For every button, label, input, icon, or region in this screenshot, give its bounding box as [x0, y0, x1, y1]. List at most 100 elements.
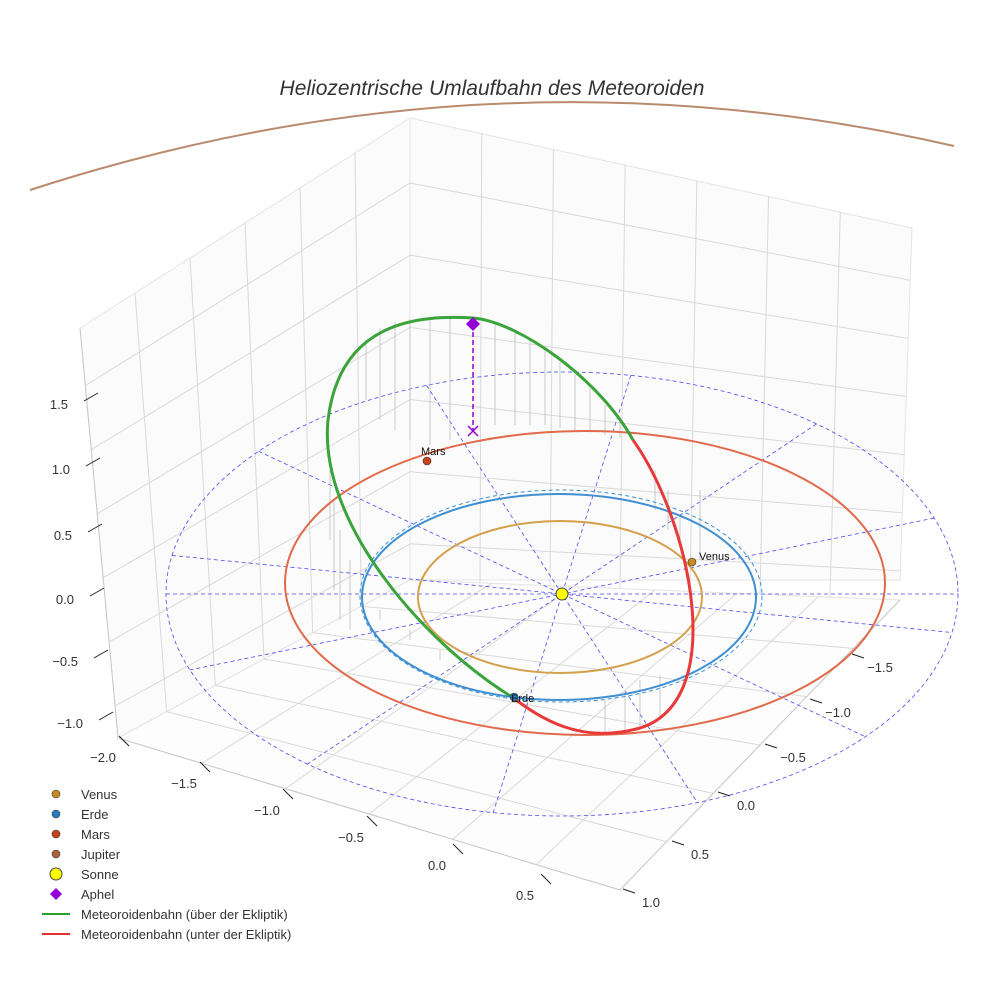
aphel-diamond-icon	[466, 317, 480, 331]
grid-line	[91, 254, 411, 451]
grid-line	[409, 471, 903, 514]
z-tick-mark	[83, 392, 99, 402]
legend: Venus Erde Mars Jupiter Sonne Aphel Meteoroide…	[42, 787, 291, 942]
legend-label: Aphel	[81, 887, 114, 902]
venus-orbit	[417, 520, 703, 674]
legend-dot-icon	[51, 829, 61, 839]
ecliptic-spoke	[492, 375, 632, 813]
venus-marker	[687, 557, 697, 567]
mars-label: Mars	[421, 446, 446, 458]
y-tick-mark	[622, 888, 636, 894]
grid-line	[134, 292, 168, 712]
mars-marker	[422, 456, 432, 466]
z-tick-mark	[87, 523, 103, 533]
legend-dot-icon	[51, 809, 61, 819]
z-tick-mark	[85, 457, 101, 467]
z-tick-label: −0.5	[52, 654, 78, 669]
z-tick-label: −1.0	[57, 716, 83, 731]
y-tick-mark	[851, 653, 865, 659]
z-tick-mark	[98, 711, 114, 721]
erde-label: Erde	[511, 693, 534, 705]
grid-line	[409, 182, 911, 281]
grid-line	[619, 165, 626, 589]
chart-title: Heliozentrische Umlaufbahn des Meteoroid…	[280, 77, 705, 100]
x-tick-label: −0.5	[338, 830, 364, 845]
x-tick-mark	[282, 788, 294, 800]
venus-label: Venus	[699, 551, 730, 563]
erde-marker	[509, 692, 519, 702]
z-tick-label: 1.0	[52, 462, 70, 477]
grid-line	[409, 326, 907, 398]
legend-dot-icon	[51, 789, 61, 799]
y-tick-label: 1.0	[642, 895, 660, 910]
legend-dot-icon	[51, 849, 61, 859]
grid-line	[689, 180, 698, 592]
sun-marker	[555, 587, 569, 601]
legend-label: Jupiter	[81, 847, 121, 862]
z-tick-mark	[89, 587, 105, 597]
axis-ticks: −1.0 −0.5 0.0 0.5 1.0 1.5 −2.0 −1.5 −1.0 −0.5 0.0 0…	[50, 392, 893, 910]
grid-line	[96, 326, 411, 515]
legend-item: Venus	[51, 787, 118, 802]
mars-orbit	[284, 430, 886, 736]
x-tick-label: −1.0	[254, 803, 280, 818]
y-axis-line	[619, 599, 901, 891]
legend-label: Meteoroidenbahn (unter der Ekliptik)	[81, 927, 291, 942]
erde-orbit	[361, 493, 757, 701]
legend-label: Sonne	[81, 867, 119, 882]
y-tick-mark	[764, 743, 778, 749]
z-axis-line	[79, 327, 119, 739]
z-tick-label: 0.5	[54, 528, 72, 543]
y-tick-mark	[717, 791, 731, 797]
aphel-projection-x-icon	[467, 425, 479, 437]
legend-label: Erde	[81, 807, 108, 822]
legend-sun-icon	[49, 867, 63, 881]
grid-line	[102, 399, 411, 579]
legend-item: Meteoroidenbahn (über der Ekliptik)	[42, 907, 288, 922]
legend-item: Sonne	[49, 867, 119, 882]
grid-line	[244, 222, 265, 660]
y-tick-label: 0.5	[691, 847, 709, 862]
y-tick-label: −0.5	[780, 750, 806, 765]
legend-label: Venus	[81, 787, 118, 802]
y-tick-mark	[671, 840, 685, 846]
legend-diamond-icon	[50, 888, 62, 900]
meteoroid-path-below	[511, 439, 695, 735]
grid-line	[829, 212, 841, 598]
grid-line	[409, 543, 901, 572]
grid-line	[479, 133, 483, 583]
grid-line	[409, 254, 909, 339]
x-tick-mark	[118, 735, 130, 747]
grid-line	[549, 149, 554, 586]
legend-item: Meteoroidenbahn (unter der Ekliptik)	[42, 927, 291, 942]
grid-line	[85, 182, 411, 387]
x-tick-label: −2.0	[90, 750, 116, 765]
grid-lines	[79, 133, 911, 891]
grid-line	[409, 399, 905, 456]
legend-label: Mars	[81, 827, 110, 842]
y-tick-mark	[809, 698, 823, 704]
axis-panes	[79, 117, 913, 891]
legend-item: Mars	[51, 827, 110, 842]
x-tick-label: 0.5	[516, 888, 534, 903]
grid-line	[361, 605, 854, 649]
grid-line	[189, 257, 216, 686]
x-tick-label: −1.5	[171, 776, 197, 791]
jupiter-orbit	[29, 101, 955, 191]
legend-item: Aphel	[50, 887, 114, 902]
grid-line	[114, 543, 411, 707]
y-tick-label: −1.5	[867, 660, 893, 675]
grid-line	[108, 471, 411, 643]
x-tick-label: 0.0	[428, 858, 446, 873]
legend-item: Erde	[51, 807, 108, 822]
y-tick-label: 0.0	[737, 798, 755, 813]
z-tick-label: 1.5	[50, 397, 68, 412]
legend-label: Meteoroidenbahn (über der Ekliptik)	[81, 907, 288, 922]
grid-line	[299, 187, 314, 633]
meteoroid-path-above	[325, 315, 635, 699]
x-tick-mark	[199, 761, 211, 773]
grid-line	[354, 152, 362, 607]
z-tick-mark	[93, 649, 109, 659]
erde-orbit-dashed	[359, 489, 763, 703]
